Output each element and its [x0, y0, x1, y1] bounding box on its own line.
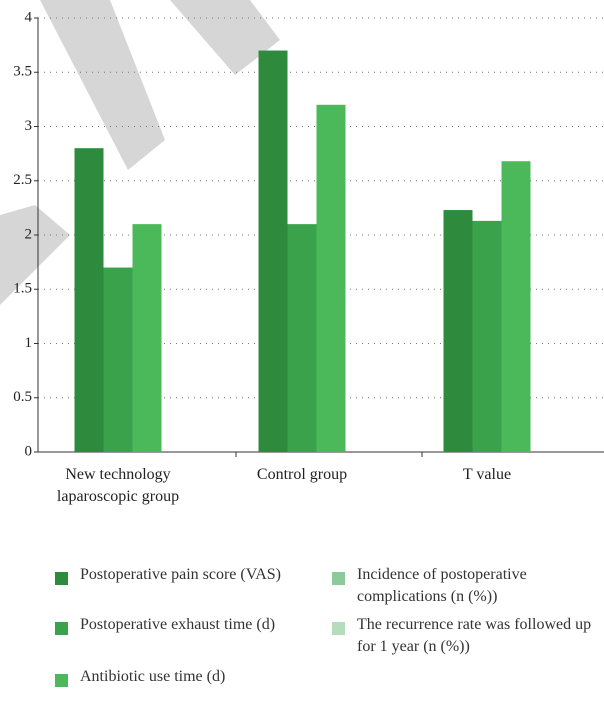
legend-swatch — [55, 572, 68, 585]
y-tick-label: 0.5 — [13, 389, 32, 405]
bar — [287, 224, 317, 452]
bar — [103, 267, 133, 452]
y-tick-label: 4 — [25, 9, 33, 25]
legend-label: Postoperative exhaust time (d) — [80, 616, 276, 633]
legend-swatch — [332, 572, 345, 585]
y-tick-label: 3 — [25, 118, 33, 134]
legend-swatch — [55, 622, 68, 635]
legend-label: Antibiotic use time (d) — [80, 668, 226, 685]
bar — [472, 220, 502, 452]
legend-label: Incidence of postoperative complications… — [357, 566, 527, 605]
legend-label: The recurrence rate was followed up for … — [357, 616, 592, 655]
y-tick-label: 3.5 — [13, 64, 32, 80]
bar — [74, 148, 104, 452]
legend-swatch — [55, 674, 68, 687]
bar — [443, 210, 473, 452]
y-tick-label: 2.5 — [13, 172, 32, 188]
legend-label: Postoperative pain score (VAS) — [80, 566, 281, 583]
legend-swatch — [332, 622, 345, 635]
x-tick-label: T value — [462, 466, 512, 483]
y-tick-label: 1.5 — [13, 281, 32, 297]
bar — [132, 224, 162, 452]
bar — [258, 50, 288, 453]
watermark — [0, 0, 280, 305]
x-tick-label: New technology laparoscopic group — [56, 466, 180, 505]
y-tick-label: 1 — [25, 335, 33, 351]
x-tick-label: Control group — [256, 466, 348, 483]
y-tick-label: 2 — [25, 226, 33, 242]
bar — [501, 161, 531, 452]
bar — [316, 104, 346, 453]
y-tick-label: 0 — [25, 443, 33, 459]
